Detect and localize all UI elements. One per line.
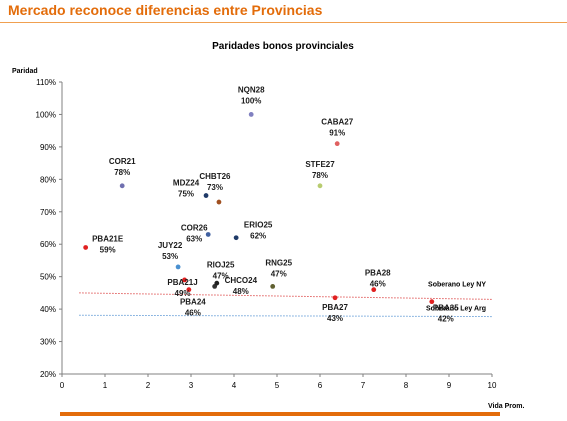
data-point xyxy=(175,264,181,270)
title-divider xyxy=(0,22,567,23)
data-point xyxy=(203,193,209,198)
point-name-label: PBA28 xyxy=(365,269,391,278)
ticks: 0 1 2 3 4 5 6 7 8 9 10 20% 30% 40% 50% 60% 70% 80% 90% 100%… xyxy=(36,78,497,390)
data-point xyxy=(119,183,125,189)
y-tick-label: 20% xyxy=(40,370,56,379)
data-point xyxy=(233,235,239,241)
point-name-label: RIOJ25 xyxy=(207,260,235,269)
point-name-label: PBA35 xyxy=(433,304,459,313)
data-point xyxy=(332,295,338,301)
chart-title: Paridades bonos provinciales xyxy=(212,41,354,52)
y-tick-label: 60% xyxy=(40,240,56,249)
data-point xyxy=(214,280,220,286)
point-value-label: 73% xyxy=(207,183,223,192)
point-name-label: CHCO24 xyxy=(225,276,258,285)
point-name-label: NQN28 xyxy=(238,85,265,94)
curve-label: Soberano Ley Arg xyxy=(426,306,486,313)
point-value-label: 53% xyxy=(162,252,178,261)
point-value-label: 42% xyxy=(438,315,454,324)
x-tick-label: 2 xyxy=(146,381,151,390)
point-name-label: PBA27 xyxy=(322,303,348,312)
point-value-label: 62% xyxy=(250,232,266,241)
point-value-label: 48% xyxy=(233,287,249,296)
x-tick-label: 3 xyxy=(189,381,194,390)
x-tick-label: 9 xyxy=(447,381,452,390)
data-point xyxy=(83,245,89,250)
point-name-label: CABA27 xyxy=(321,118,354,127)
x-tick-label: 0 xyxy=(60,381,65,390)
x-tick-label: 4 xyxy=(232,381,237,390)
x-tick-label: 5 xyxy=(275,381,280,390)
point-value-label: 63% xyxy=(186,234,202,243)
point-value-label: 49% xyxy=(175,289,191,298)
point-value-label: 47% xyxy=(271,269,287,278)
point-value-label: 47% xyxy=(213,271,229,280)
curve-line xyxy=(79,314,493,318)
point-name-label: STFE27 xyxy=(305,160,335,169)
curve-line xyxy=(79,292,493,300)
y-tick-label: 40% xyxy=(40,305,56,314)
point-name-label: PBA21J xyxy=(167,278,197,287)
y-axis-label: Paridad xyxy=(12,68,38,75)
curves: Soberano Ley NY Soberano Ley Arg xyxy=(79,281,493,318)
point-value-label: 100% xyxy=(241,96,261,105)
x-tick-label: 6 xyxy=(318,381,323,390)
point-name-label: COR26 xyxy=(181,223,208,232)
point-value-label: 59% xyxy=(100,245,116,254)
y-tick-label: 80% xyxy=(40,175,56,184)
y-tick-label: 90% xyxy=(40,143,56,152)
data-point xyxy=(317,183,323,189)
page-title: Mercado reconoce diferencias entre Provi… xyxy=(8,2,323,18)
y-tick-label: 110% xyxy=(36,78,56,87)
data-point xyxy=(270,284,276,289)
y-tick-label: 100% xyxy=(36,110,56,119)
point-value-label: 75% xyxy=(178,190,194,199)
point-value-label: 91% xyxy=(329,129,345,138)
point-name-label: PBA21E xyxy=(92,234,124,243)
data-point xyxy=(186,287,192,293)
point-value-label: 46% xyxy=(370,280,386,289)
points xyxy=(83,112,435,305)
data-point xyxy=(216,199,222,205)
data-point xyxy=(371,287,377,293)
point-name-label: JUY22 xyxy=(158,241,183,250)
data-point xyxy=(429,299,435,305)
data-point xyxy=(205,232,211,237)
x-tick-label: 1 xyxy=(103,381,108,390)
curve-label: Soberano Ley NY xyxy=(428,281,486,288)
y-tick-label: 30% xyxy=(40,338,56,347)
y-tick-label: 70% xyxy=(40,208,56,217)
x-tick-label: 7 xyxy=(361,381,366,390)
point-name-label: MDZ24 xyxy=(173,179,200,188)
point-name-label: CHBT26 xyxy=(199,172,231,181)
point-name-label: PBA24 xyxy=(180,298,206,307)
point-name-label: RNG25 xyxy=(265,258,292,267)
point-labels: NQN28 100% CABA27 91% COR21 78% STFE27 78% MDZ24… xyxy=(92,85,459,323)
data-point xyxy=(182,277,187,283)
point-value-label: 78% xyxy=(114,168,130,177)
bottom-accent-bar xyxy=(60,412,500,416)
point-value-label: 78% xyxy=(312,171,328,180)
point-value-label: 43% xyxy=(327,314,343,323)
point-value-label: 46% xyxy=(185,309,201,318)
x-tick-label: 8 xyxy=(404,381,409,390)
x-axis-label: Vida Prom. xyxy=(488,403,524,410)
x-tick-label: 10 xyxy=(488,381,497,390)
axes xyxy=(61,82,492,375)
point-name-label: COR21 xyxy=(109,157,136,166)
data-point xyxy=(334,141,340,147)
y-tick-label: 50% xyxy=(40,273,56,282)
point-name-label: ERIO25 xyxy=(244,221,273,230)
data-point xyxy=(248,112,254,117)
